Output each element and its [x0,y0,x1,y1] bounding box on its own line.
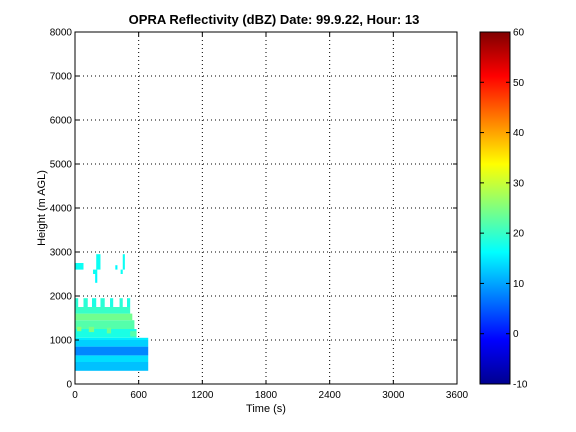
reflectivity-cell [95,274,98,283]
y-tick-label: 0 [66,380,72,391]
colorbar-tick-label: 60 [513,28,525,39]
reflectivity-cell [91,298,97,307]
x-tick-label: 0 [72,390,78,401]
reflectivity-cell [75,346,149,356]
x-tick-label: 600 [130,390,147,401]
x-tick-label: 2400 [319,390,342,401]
colorbar-tick-label: -10 [513,380,528,391]
colorbar-tick-label: 20 [513,229,525,240]
x-axis: 0 600 1200 1800 2400 3000 3600 [72,32,469,401]
reflectivity-cell [75,362,149,371]
colorbar-tick-label: 40 [513,128,525,139]
x-tick-label: 1200 [191,390,214,401]
chart-title: OPRA Reflectivity (dBZ) Date: 99.9.22, H… [129,12,420,27]
reflectivity-cell [100,298,105,307]
data-cells [75,254,149,371]
y-tick-label: 5000 [50,160,73,171]
colorbar-tick-label: 10 [513,279,525,290]
y-tick-label: 7000 [50,72,73,83]
y-tick-label: 6000 [50,116,73,127]
x-axis-label: Time (s) [246,403,286,415]
reflectivity-cell [75,337,149,340]
reflectivity-cell [83,298,88,307]
reflectivity-cell [75,355,149,362]
x-tick-label: 1800 [255,390,278,401]
y-tick-label: 2000 [50,292,73,303]
y-tick-label: 4000 [50,204,73,215]
colorbar-tick-label: 0 [513,329,519,340]
reflectivity-cell [75,329,137,338]
reflectivity-cell [75,313,133,321]
colorbar-axis: -10 0 10 20 30 40 50 60 [480,28,528,391]
reflectivity-cell [75,320,135,329]
reflectivity-cell [93,269,98,274]
y-axis: 0 1000 2000 3000 4000 5000 6000 7000 8000 [50,28,457,391]
grid-lines [75,32,457,384]
reflectivity-cell [75,263,84,270]
reflectivity-cell [96,254,101,263]
y-tick-label: 8000 [50,28,73,39]
colorbar [479,31,511,385]
reflectivity-cell [75,340,149,347]
reflectivity-cell [119,298,123,307]
y-axis-label: Height (m AGL) [36,170,48,246]
reflectivity-cell [110,298,114,307]
reflectivity-cell [122,254,125,270]
x-tick-label: 3600 [446,390,469,401]
reflectivity-cell [120,269,123,274]
reflectivity-cell [88,326,95,333]
reflectivity-cell [75,307,131,314]
colorbar-tick-label: 50 [513,78,525,89]
colorbar-tick-label: 30 [513,178,525,189]
y-tick-label: 3000 [50,248,73,259]
reflectivity-cell [126,298,131,307]
reflectivity-cell [115,265,118,270]
reflectivity-cell [130,331,137,337]
y-tick-label: 1000 [50,336,73,347]
reflectivity-cell [96,263,101,270]
x-tick-label: 3000 [382,390,405,401]
reflectivity-cell [77,326,82,332]
reflectivity-cell [75,298,79,307]
reflectivity-cell [106,327,112,334]
